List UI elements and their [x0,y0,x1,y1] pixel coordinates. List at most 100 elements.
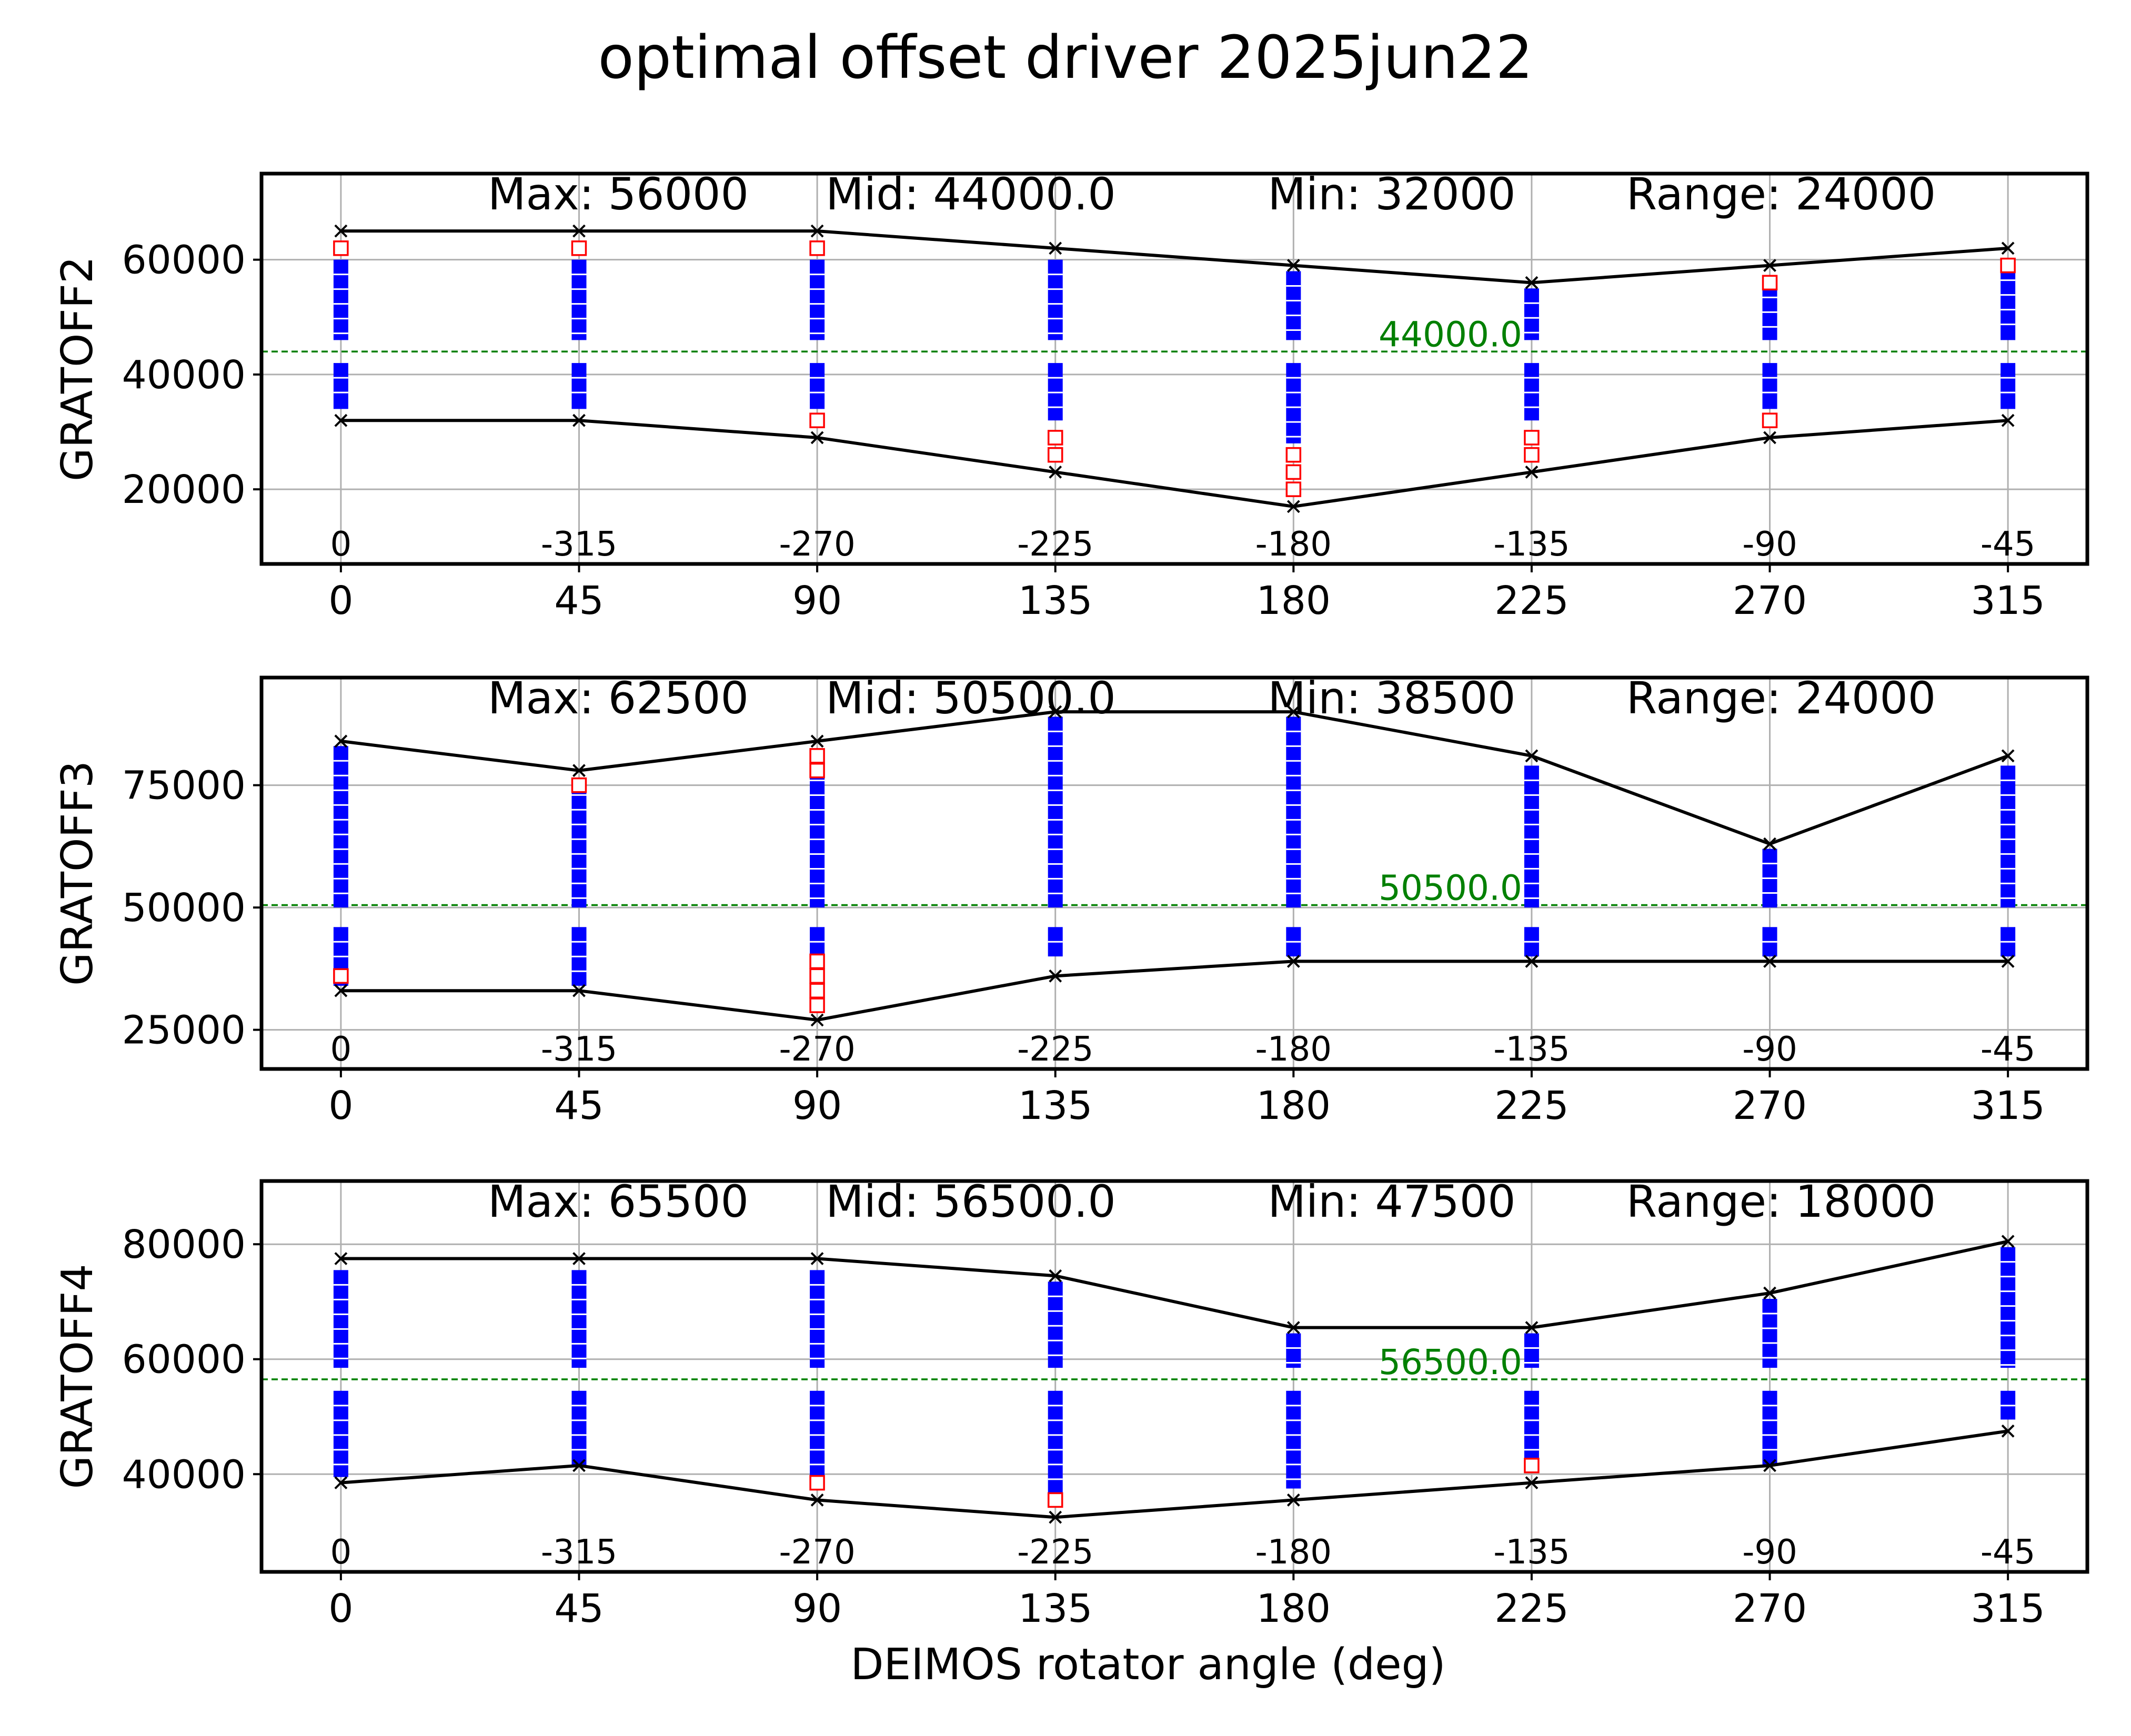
secondary-x-label: -315 [541,525,617,564]
secondary-x-label: -135 [1493,1533,1570,1572]
x-tick-label: 225 [1494,1083,1569,1128]
secondary-x-label: -180 [1255,525,1332,564]
y-tick-label: 60000 [122,238,246,283]
x-tick-label: 225 [1494,1586,1569,1631]
secondary-x-label: -90 [1742,1533,1797,1572]
flagged-point [1047,1492,1063,1508]
secondary-x-label: -225 [1017,1533,1093,1572]
secondary-x-label: -45 [1981,1030,2036,1069]
sample-strip [1524,288,1539,340]
sample-strip [810,363,825,409]
lower-envelope-marker [572,413,586,427]
plot-frame [259,171,2089,566]
x-tick-label: 135 [1018,1586,1092,1631]
stat-label: Mid: 56500.0 [826,1176,1116,1227]
flagged-point [809,1475,825,1491]
sample-strip [571,259,587,340]
upper-envelope-marker [572,224,586,238]
lower-envelope-marker [334,1476,348,1490]
upper-envelope-marker [1049,241,1062,255]
upper-envelope-marker [1049,1269,1062,1283]
upper-envelope-line [340,710,2009,846]
flagged-point [333,240,349,256]
stat-label: Min: 38500 [1268,672,1515,724]
x-tick-label: 90 [792,1083,842,1128]
stat-label: Min: 32000 [1268,168,1515,220]
secondary-x-label: -135 [1493,1030,1570,1069]
upper-envelope-marker [572,1252,586,1265]
sample-strip [1762,1298,1777,1368]
upper-envelope-marker [334,734,348,748]
y-tick-label: 75000 [122,763,246,809]
y-tick-label: 20000 [122,467,246,512]
sample-strip [1286,363,1301,443]
x-tick-label: 270 [1733,1083,1807,1128]
x-tick-label: 90 [792,1586,842,1631]
secondary-x-label: -45 [1981,1533,2036,1572]
secondary-x-label: 0 [330,1030,352,1069]
x-tick-label: 0 [328,578,353,623]
lower-envelope-marker [810,1013,824,1027]
lower-envelope-marker [572,1459,586,1472]
lower-envelope-marker [1763,431,1776,445]
sample-strip [571,1390,587,1466]
sample-strip [333,259,348,340]
lower-envelope-marker [1286,1493,1300,1507]
chart-panel-2: 50500.0 0 0 45 -315 90 -270 135 -225 180 -180 225 -1… [53,672,2089,1128]
x-tick-label: 270 [1733,1586,1807,1631]
upper-envelope-marker [1763,1286,1776,1300]
sample-strip [333,1270,348,1368]
flagged-point [1524,447,1540,463]
sample-strip [571,780,587,908]
x-tick-label: 180 [1257,1083,1331,1128]
plot-frame [259,1179,2089,1574]
x-tick-label: 90 [792,578,842,623]
x-tick-label: 0 [328,1083,353,1128]
lower-envelope-marker [1286,954,1300,968]
stat-label: Mid: 44000.0 [826,168,1116,220]
lower-envelope-marker [810,1493,824,1507]
flagged-point [1524,430,1540,446]
flagged-point [809,983,825,998]
y-tick-label: 25000 [122,1008,246,1053]
lower-envelope-marker [1525,1476,1539,1490]
sample-strip [1524,1390,1539,1466]
secondary-x-label: -270 [779,1533,855,1572]
upper-envelope-marker [1763,837,1776,851]
lower-envelope-marker [1763,954,1776,968]
plot-frame [259,675,2089,1071]
sample-strip [1048,716,1063,908]
lower-envelope-marker [1763,1459,1776,1472]
lower-envelope-marker [572,984,586,997]
flagged-point [1285,481,1302,497]
flagged-point [1285,464,1302,480]
lower-envelope-line [340,960,2008,1022]
x-tick-label: 225 [1494,578,1569,623]
flagged-point [809,953,825,970]
y-axis-label: GRATOFF2 [53,256,103,481]
upper-envelope-marker [2001,749,2015,763]
sample-strip [1286,716,1301,908]
upper-envelope-marker [1525,1321,1539,1335]
lower-envelope-marker [2001,1424,2015,1438]
upper-envelope-marker [1525,276,1539,289]
sample-strip [810,1390,825,1489]
panels: 44000.0 0 0 45 -315 90 -270 135 -225 180 -180 225 -1… [53,168,2089,1631]
sample-strip [571,363,587,409]
flagged-point [571,777,587,793]
secondary-x-label: -90 [1742,525,1797,564]
secondary-x-label: -225 [1017,525,1093,564]
x-tick-label: 180 [1257,578,1331,623]
sample-strip [1762,363,1777,409]
flagged-point [809,748,825,764]
flagged-point [1524,1458,1540,1473]
x-tick-label: 135 [1018,1083,1092,1128]
lower-envelope-marker [1049,1510,1062,1524]
y-tick-label: 60000 [122,1337,246,1382]
secondary-x-label: -270 [779,1030,855,1069]
flagged-point [809,240,825,256]
flagged-point [809,968,825,984]
sample-strip [1048,1390,1063,1500]
secondary-x-label: -315 [541,1030,617,1069]
